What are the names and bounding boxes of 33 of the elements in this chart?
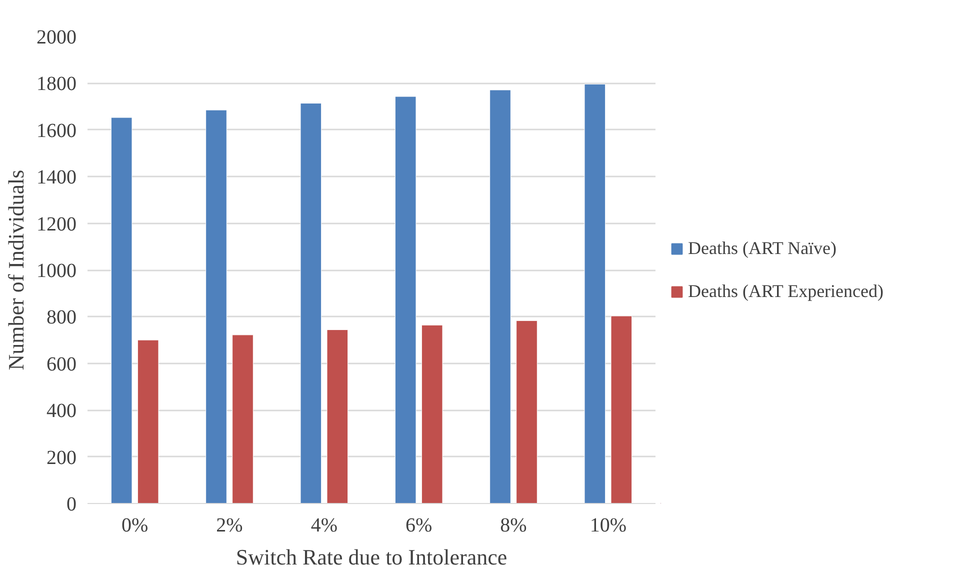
y-tick-label: 1600 bbox=[36, 120, 76, 142]
legend-label: Deaths (ART Experienced) bbox=[688, 280, 884, 302]
x-tick-label: 10% bbox=[590, 514, 627, 536]
bar bbox=[490, 90, 511, 504]
y-tick-label: 1400 bbox=[36, 166, 76, 189]
bar bbox=[232, 334, 254, 504]
x-tick-label: 8% bbox=[500, 514, 527, 536]
y-axis-title: Number of Individuals bbox=[4, 170, 28, 370]
y-tick-label: 1200 bbox=[36, 213, 76, 236]
x-tick-label: 6% bbox=[406, 514, 432, 536]
y-tick-label: 2000 bbox=[36, 26, 76, 48]
bar bbox=[300, 103, 322, 504]
legend-label: Deaths (ART Naïve) bbox=[688, 238, 837, 258]
x-tick-label: 4% bbox=[310, 514, 338, 536]
y-tick-label: 600 bbox=[46, 353, 76, 376]
x-axis-title: Switch Rate due to Intolerance bbox=[236, 544, 508, 570]
x-tick-label: 0% bbox=[122, 514, 148, 536]
bar bbox=[326, 330, 348, 504]
bar bbox=[110, 117, 132, 504]
bar bbox=[516, 320, 538, 504]
bar bbox=[394, 96, 416, 504]
bar bbox=[421, 324, 443, 504]
y-tick-label: 1000 bbox=[36, 260, 76, 282]
y-tick-label: 800 bbox=[46, 306, 76, 329]
y-tick-label: 400 bbox=[46, 400, 76, 422]
y-tick-label: 200 bbox=[46, 446, 76, 469]
y-tick-label: 0 bbox=[66, 494, 76, 516]
bar bbox=[137, 340, 159, 504]
x-tick-label: 2% bbox=[216, 514, 243, 536]
bar bbox=[584, 84, 606, 504]
bar bbox=[610, 316, 632, 504]
bar bbox=[206, 110, 227, 504]
y-tick-label: 1800 bbox=[36, 73, 76, 96]
